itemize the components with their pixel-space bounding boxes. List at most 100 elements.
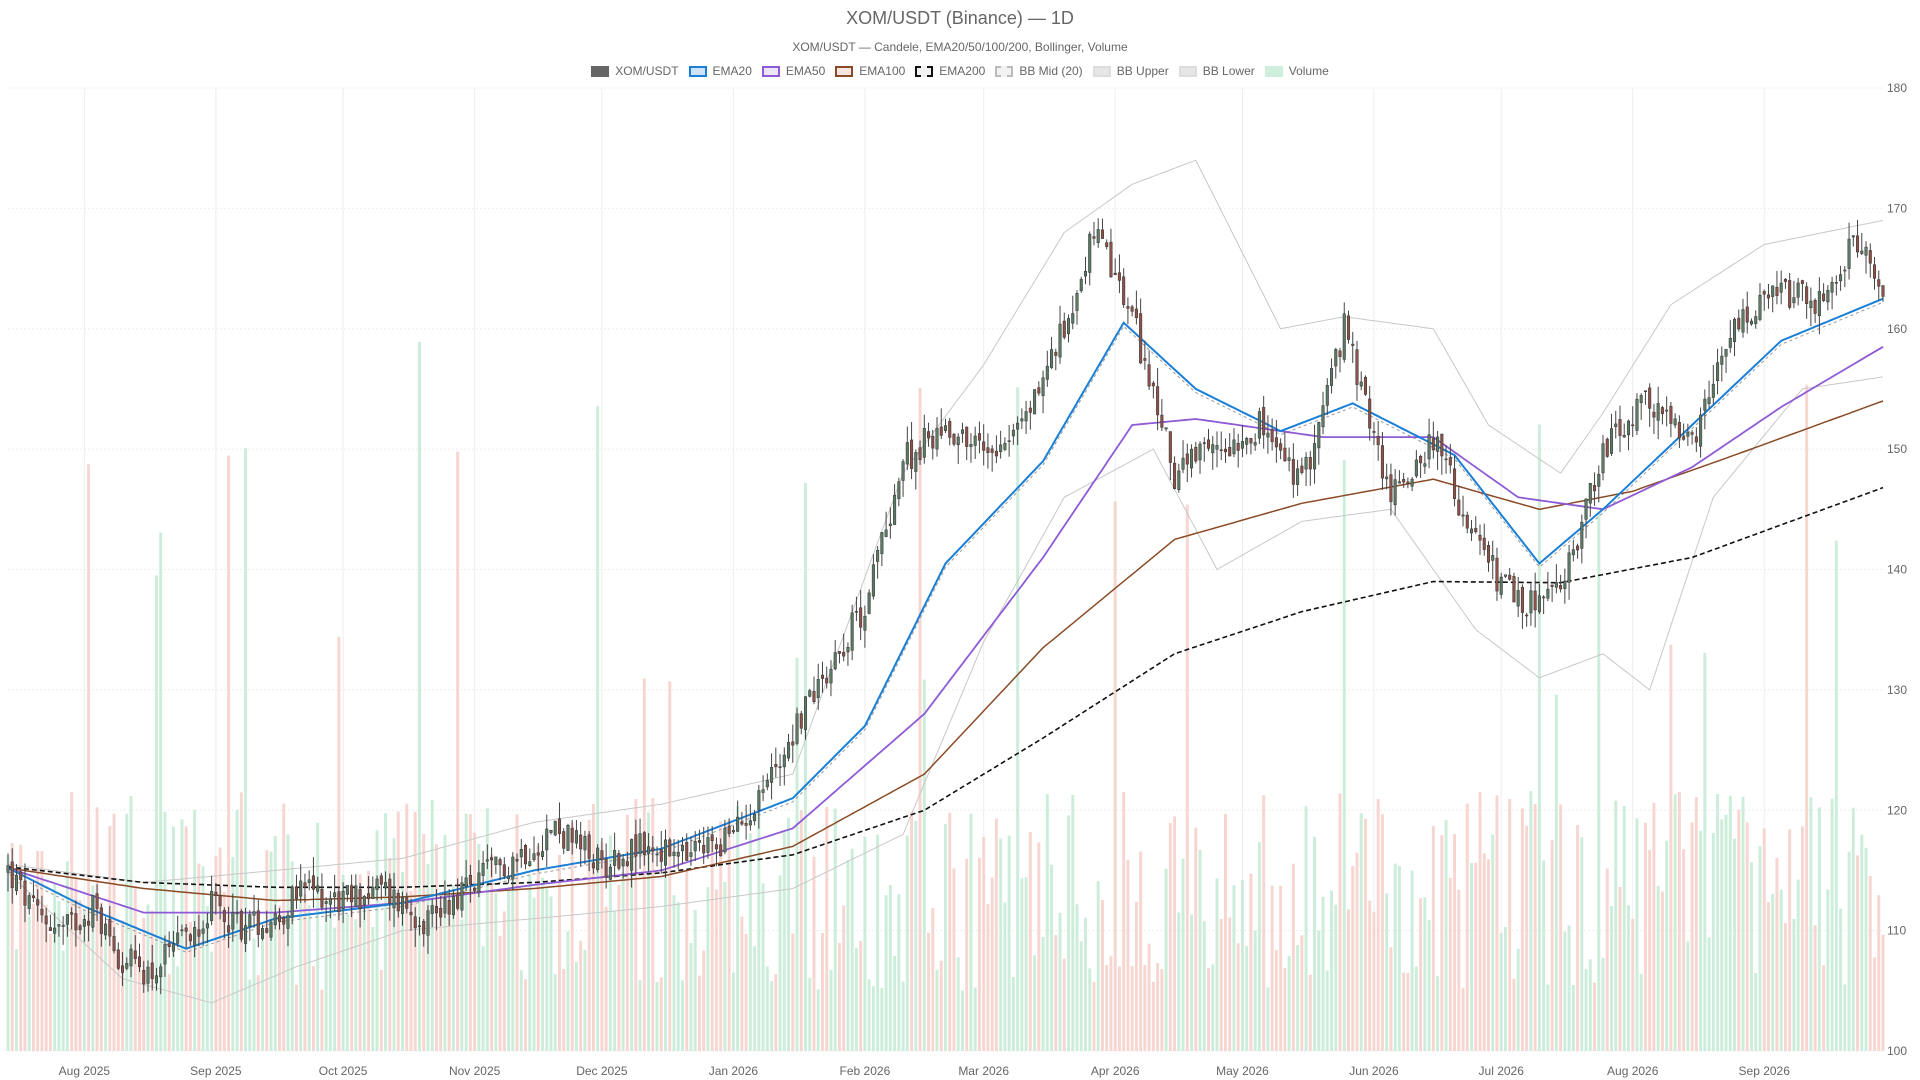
candle-body — [714, 844, 718, 850]
legend-item-bb-mid-20-[interactable]: BB Mid (20) — [995, 64, 1083, 78]
candle-body — [1058, 323, 1062, 358]
volume-bar — [468, 814, 472, 1051]
volume-bar — [820, 933, 824, 1051]
legend-item-bb-upper[interactable]: BB Upper — [1092, 64, 1169, 78]
candle-body — [668, 839, 672, 857]
candle-body — [447, 900, 451, 915]
legend-label: BB Mid (20) — [1019, 64, 1083, 78]
volume-bar — [1762, 828, 1766, 1051]
legend-item-bb-lower[interactable]: BB Lower — [1178, 64, 1255, 78]
candle-body — [1325, 385, 1329, 406]
volume-bar — [1223, 814, 1227, 1051]
legend-item-ema200[interactable]: EMA200 — [915, 64, 985, 78]
volume-bar — [1092, 982, 1096, 1051]
volume-bar — [1453, 834, 1457, 1051]
candle-body — [965, 426, 969, 447]
candle-body — [222, 909, 226, 923]
candle-series — [6, 218, 1885, 995]
volume-bar — [40, 851, 44, 1051]
candle-body — [1614, 423, 1618, 427]
candle-body — [1223, 448, 1227, 453]
legend-item-ema50[interactable]: EMA50 — [761, 64, 825, 78]
candle-body — [473, 887, 477, 891]
candle-body — [519, 849, 523, 858]
candle-body — [1368, 398, 1372, 429]
volume-bar — [587, 819, 591, 1051]
candle-body — [205, 923, 209, 929]
candle-body — [1228, 447, 1232, 457]
volume-bar — [1512, 978, 1516, 1051]
volume-bar — [15, 949, 18, 1051]
candle-body — [528, 861, 532, 866]
candle-body — [1113, 272, 1117, 276]
volume-bar — [829, 969, 833, 1051]
candle-body — [1045, 365, 1049, 380]
candle-body — [27, 895, 31, 909]
candle-body — [799, 713, 803, 729]
candle-body — [1537, 595, 1541, 613]
volume-bar — [1190, 914, 1194, 1051]
volume-bar — [278, 905, 281, 1051]
ema50-line — [7, 346, 1884, 914]
candle-body — [1253, 442, 1257, 446]
volume-bar — [1626, 905, 1630, 1051]
volume-bar — [880, 987, 884, 1051]
candle-body — [1313, 443, 1317, 470]
candle-body — [778, 766, 782, 768]
volume-bar — [562, 968, 566, 1051]
candle-body — [1037, 387, 1041, 394]
volume-bar — [1448, 877, 1452, 1051]
volume-bar — [248, 979, 252, 1051]
volume-bar — [795, 657, 799, 1051]
volume-bar — [1864, 847, 1868, 1051]
volume-bar — [1202, 921, 1206, 1051]
candle-body — [672, 851, 676, 857]
volume-bar — [897, 894, 901, 1051]
candle-body — [846, 647, 850, 653]
volume-bar — [167, 973, 171, 1051]
volume-bar — [1423, 897, 1427, 1051]
candle-body — [795, 713, 799, 744]
candle-body — [354, 885, 358, 907]
candle-body — [1792, 297, 1796, 304]
candle-body — [1117, 272, 1121, 281]
volume-bar — [842, 905, 846, 1051]
volume-bar — [1249, 873, 1253, 1051]
candle-body — [1168, 431, 1172, 463]
legend-item-ema20[interactable]: EMA20 — [688, 64, 752, 78]
candle-body — [1716, 362, 1720, 382]
candle-body — [1525, 614, 1529, 617]
volume-bar — [1427, 920, 1431, 1051]
volume-bar — [235, 809, 239, 1051]
candle-body — [1652, 411, 1656, 418]
legend-item-xom-usdt[interactable]: XOM/USDT — [591, 64, 679, 78]
candle-body — [1796, 282, 1800, 298]
candle-body — [1656, 403, 1660, 421]
volume-bar — [939, 960, 943, 1051]
legend-item-volume[interactable]: Volume — [1264, 64, 1329, 78]
candle-body — [1860, 250, 1864, 254]
volume-bar — [638, 980, 642, 1051]
x-tick-label: Mar 2026 — [958, 1064, 1009, 1078]
volume-bar — [261, 934, 265, 1051]
volume-bar — [999, 838, 1003, 1051]
volume-bar — [867, 979, 871, 1051]
volume-bar — [1317, 930, 1321, 1051]
volume-bar — [774, 974, 778, 1051]
candle-body — [642, 832, 646, 855]
candle-body — [400, 896, 405, 914]
candle-body — [1334, 349, 1338, 367]
candle-body — [1491, 555, 1495, 561]
candle-body — [210, 890, 214, 922]
candle-body — [833, 652, 837, 670]
volume-bar — [1809, 797, 1813, 1051]
candle-body — [638, 833, 642, 855]
candle-body — [324, 901, 328, 904]
candle-body — [825, 677, 829, 684]
volume-bar — [570, 822, 574, 1051]
volume-bar — [1474, 862, 1478, 1051]
candle-body — [193, 927, 197, 946]
y-tick-label: 100 — [1887, 1044, 1907, 1058]
legend-item-ema100[interactable]: EMA100 — [835, 64, 905, 78]
candle-body — [1139, 313, 1143, 364]
